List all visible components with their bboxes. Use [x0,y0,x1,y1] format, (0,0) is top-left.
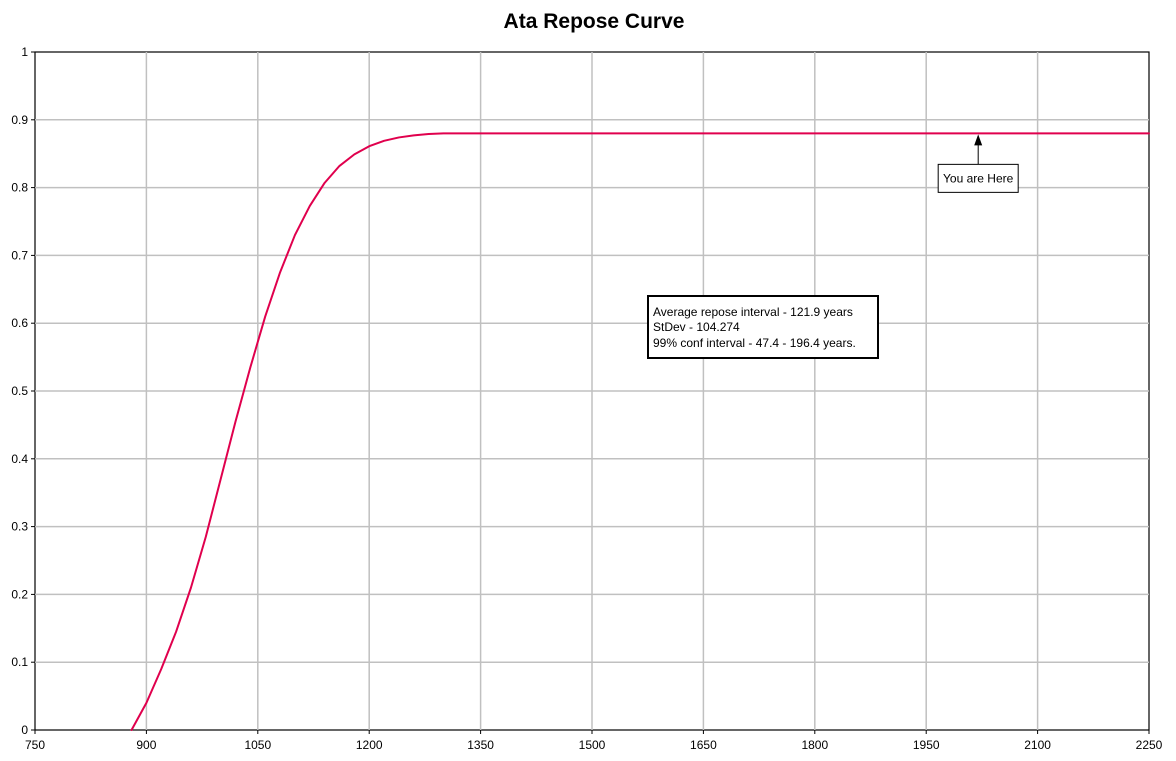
y-axis-ticks: 0 0.1 0.2 0.3 0.4 0.5 0.6 0.7 0.8 0.9 1 [11,45,35,737]
y-tick-label: 0.1 [11,655,28,669]
chart-title: Ata Repose Curve [504,10,685,33]
you-are-here-marker: You are Here [937,134,1019,193]
y-tick-label: 0.8 [11,181,28,195]
x-tick-label: 1500 [579,738,606,752]
y-tick-label: 0.7 [11,248,28,262]
grid [35,52,1149,730]
x-tick-label: 1350 [467,738,494,752]
stats-line-stdev: StDev - 104.274 [653,320,740,334]
y-tick-label: 0.5 [11,384,28,398]
marker-label: You are Here [943,171,1014,185]
x-tick-label: 900 [136,738,156,752]
x-tick-label: 1950 [913,738,940,752]
stats-line-average: Average repose interval - 121.9 years [653,305,853,319]
series-layer [130,132,1150,731]
stats-annotation-box: Average repose interval - 121.9 years St… [647,295,879,359]
marker-arrow-head [974,134,983,146]
y-tick-label: 0.2 [11,587,28,601]
y-tick-label: 0.6 [11,316,28,330]
x-tick-label: 1200 [356,738,383,752]
stats-box-frame [647,295,879,359]
x-tick-label: 2100 [1024,738,1051,752]
y-tick-label: 0.9 [11,113,28,127]
y-tick-label: 0.3 [11,520,28,534]
x-tick-label: 1050 [244,738,271,752]
x-tick-label: 1800 [801,738,828,752]
x-tick-label: 2250 [1136,738,1163,752]
y-tick-label: 0.4 [11,452,28,466]
y-tick-label: 1 [21,45,28,59]
stats-line-conf-interval: 99% conf interval - 47.4 - 196.4 years. [653,336,856,350]
x-tick-label: 1650 [690,738,717,752]
x-tick-label: 750 [25,738,45,752]
marker-label-box [937,163,1019,193]
y-tick-label: 0 [21,723,28,737]
series-line [130,132,1150,731]
x-axis-ticks: 750 900 1050 1200 1350 1500 1650 1800 1950 2100 22… [25,730,1163,752]
